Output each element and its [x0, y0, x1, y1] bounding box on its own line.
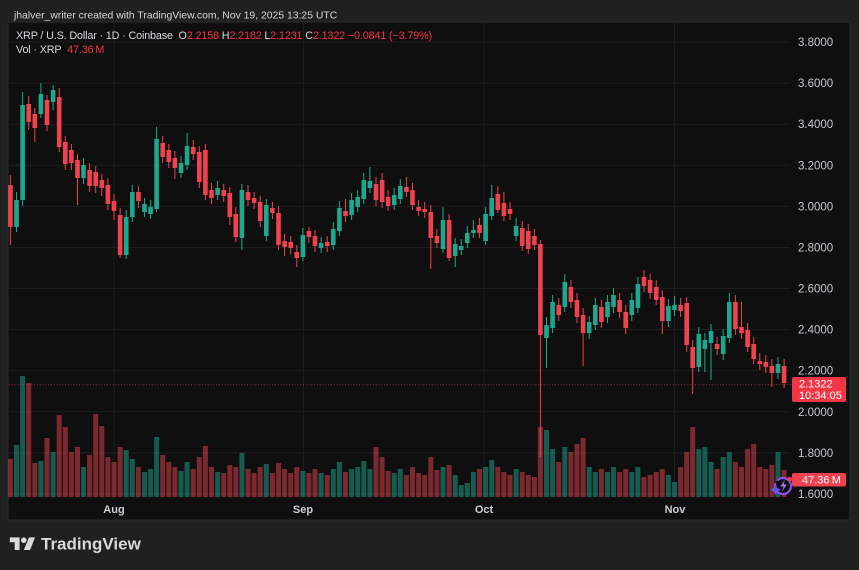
svg-text:2.4000: 2.4000 [798, 325, 833, 337]
svg-text:3.6000: 3.6000 [798, 78, 833, 90]
svg-text:3.8000: 3.8000 [798, 37, 833, 49]
svg-text:3.4000: 3.4000 [798, 119, 833, 131]
svg-text:2.1322: 2.1322 [799, 379, 833, 391]
svg-text:Vol · XRP 47.36 M: Vol · XRP 47.36 M [16, 44, 104, 56]
svg-text:2.0000: 2.0000 [798, 407, 833, 419]
svg-text:Oct: Oct [475, 504, 494, 516]
svg-text:1.6000: 1.6000 [798, 489, 833, 501]
svg-text:1.8000: 1.8000 [798, 448, 833, 460]
svg-text:jhalver_writer created with Tr: jhalver_writer created with TradingView.… [13, 11, 338, 22]
svg-text:2.2000: 2.2000 [798, 366, 833, 378]
svg-text:XRP / U.S. Dollar · 1D · Coinb: XRP / U.S. Dollar · 1D · Coinbase O2.215… [16, 30, 432, 42]
svg-text:Nov: Nov [665, 504, 687, 516]
svg-text:3.0000: 3.0000 [798, 201, 833, 213]
svg-text:TradingView: TradingView [41, 535, 142, 554]
svg-text:2.8000: 2.8000 [798, 243, 833, 255]
svg-text:47.36 M: 47.36 M [802, 475, 841, 487]
svg-text:Sep: Sep [293, 504, 313, 516]
svg-text:2.6000: 2.6000 [798, 284, 833, 296]
svg-text:3.2000: 3.2000 [798, 160, 833, 172]
svg-text:Aug: Aug [103, 504, 124, 516]
svg-text:10:34:05: 10:34:05 [799, 390, 842, 402]
